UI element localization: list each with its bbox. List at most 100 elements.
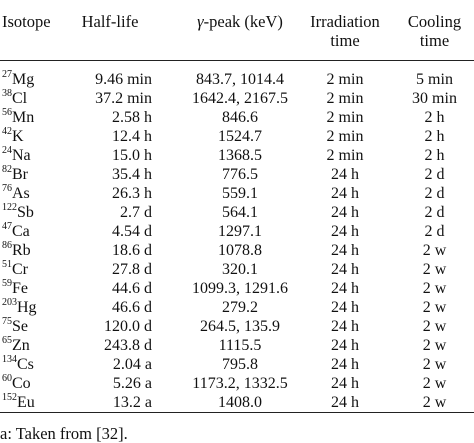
table-row: 56Mn 2.58 h 846.6 2 min 2 h	[0, 108, 474, 127]
mass-number: 76	[2, 183, 12, 194]
isotope-cell: 152Eu	[2, 393, 35, 412]
irradiation-cell: 24 h	[331, 280, 359, 297]
irradiation-cell: 24 h	[331, 299, 359, 316]
table-row: 134Cs 2.04 a 795.8 24 h 2 w	[0, 355, 474, 374]
element-symbol: Na	[12, 147, 31, 164]
gamma-peak-cell: 776.5	[222, 166, 258, 183]
gamma-peak-cell: 1297.1	[218, 223, 262, 240]
cooling-cell: 2 w	[422, 261, 447, 278]
irradiation-cell: 24 h	[331, 242, 359, 259]
isotope-cell: 122Sb	[2, 203, 34, 222]
element-symbol: Zn	[12, 337, 30, 354]
half-life-cell: 2.04 a	[112, 356, 152, 373]
header-gamma-peak: γ-peak (keV)	[180, 12, 300, 31]
cooling-cell: 2 h	[424, 109, 445, 126]
header-rule	[0, 60, 474, 61]
mass-number: 203	[2, 297, 17, 308]
cooling-cell: 2 d	[424, 204, 445, 221]
element-symbol: Rb	[12, 242, 31, 259]
irradiation-cell: 24 h	[331, 318, 359, 335]
irradiation-cell: 2 min	[326, 128, 364, 145]
half-life-cell: 12.4 h	[112, 128, 152, 145]
cooling-cell: 2 w	[422, 280, 447, 297]
isotope-cell: 51Cr	[2, 260, 28, 279]
cooling-cell: 2 w	[422, 337, 447, 354]
table-row: 27Mg 9.46 min 843.7, 1014.4 2 min 5 min	[0, 70, 474, 89]
gamma-peak-cell: 846.6	[222, 109, 258, 126]
element-symbol: Mg	[12, 71, 35, 88]
isotope-cell: 56Mn	[2, 108, 34, 127]
gamma-peak-label: -peak (keV)	[203, 12, 283, 31]
irradiation-cell: 24 h	[331, 337, 359, 354]
irradiation-cell: 2 min	[326, 90, 364, 107]
table-row: 75Se 120.0 d 264.5, 135.9 24 h 2 w	[0, 317, 474, 336]
isotope-cell: 75Se	[2, 317, 28, 336]
isotope-cell: 76As	[2, 184, 30, 203]
table-row: 203Hg 46.6 d 279.2 24 h 2 w	[0, 298, 474, 317]
footnote: a: Taken from [32].	[0, 424, 128, 443]
gamma-peak-cell: 843.7, 1014.4	[196, 71, 284, 88]
isotope-cell: 65Zn	[2, 336, 30, 355]
gamma-peak-cell: 795.8	[222, 356, 258, 373]
half-life-cell: 4.54 d	[112, 223, 152, 240]
half-life-cell: 2.7 d	[120, 204, 152, 221]
irradiation-cell: 2 min	[326, 71, 364, 88]
half-life-cell: 5.26 a	[112, 375, 152, 392]
irradiation-cell: 2 min	[326, 109, 364, 126]
irradiation-cell: 24 h	[331, 166, 359, 183]
mass-number: 75	[2, 316, 12, 327]
header-half-life: Half-life	[81, 12, 139, 31]
header-cooling-line2: time	[419, 31, 450, 50]
cooling-cell: 2 w	[422, 394, 447, 411]
cooling-cell: 2 d	[424, 223, 445, 240]
gamma-symbol: γ	[197, 12, 204, 31]
element-symbol: Mn	[12, 109, 35, 126]
isotope-cell: 47Ca	[2, 222, 30, 241]
table-row: 122Sb 2.7 d 564.1 24 h 2 d	[0, 203, 474, 222]
mass-number: 82	[2, 164, 12, 175]
gamma-peak-cell: 264.5, 135.9	[200, 318, 280, 335]
isotope-cell: 60Co	[2, 374, 31, 393]
element-symbol: Cl	[12, 90, 28, 107]
table-row: 60Co 5.26 a 1173.2, 1332.5 24 h 2 w	[0, 374, 474, 393]
cooling-cell: 2 w	[422, 375, 447, 392]
half-life-cell: 13.2 a	[112, 394, 152, 411]
cooling-cell: 2 w	[422, 242, 447, 259]
table-row: 51Cr 27.8 d 320.1 24 h 2 w	[0, 260, 474, 279]
half-life-cell: 2.58 h	[112, 109, 152, 126]
mass-number: 134	[2, 354, 17, 365]
header-cooling-time: Cooling time	[395, 12, 474, 50]
table-row: 152Eu 13.2 a 1408.0 24 h 2 w	[0, 393, 474, 412]
bottom-rule	[0, 412, 474, 413]
gamma-peak-cell: 564.1	[222, 204, 258, 221]
element-symbol: Br	[12, 166, 28, 183]
cooling-cell: 2 d	[424, 185, 445, 202]
gamma-peak-cell: 1173.2, 1332.5	[192, 375, 288, 392]
table-row: 47Ca 4.54 d 1297.1 24 h 2 d	[0, 222, 474, 241]
gamma-peak-cell: 1524.7	[218, 128, 262, 145]
isotope-cell: 42K	[2, 127, 24, 146]
isotope-cell: 82Br	[2, 165, 28, 184]
table-row: 38Cl 37.2 min 1642.4, 2167.5 2 min 30 min	[0, 89, 474, 108]
gamma-peak-cell: 1115.5	[218, 337, 262, 354]
isotope-cell: 134Cs	[2, 355, 34, 374]
gamma-peak-cell: 1642.4, 2167.5	[192, 90, 288, 107]
half-life-cell: 46.6 d	[112, 299, 152, 316]
half-life-cell: 27.8 d	[112, 261, 152, 278]
header-irradiation-line2: time	[330, 31, 360, 50]
element-symbol: K	[12, 128, 24, 145]
element-symbol: Se	[12, 318, 28, 335]
gamma-peak-cell: 320.1	[222, 261, 258, 278]
irradiation-cell: 24 h	[331, 185, 359, 202]
table-row: 24Na 15.0 h 1368.5 2 min 2 h	[0, 146, 474, 165]
mass-number: 152	[2, 392, 17, 403]
mass-number: 27	[2, 69, 12, 80]
table-row: 65Zn 243.8 d 1115.5 24 h 2 w	[0, 336, 474, 355]
gamma-peak-cell: 1408.0	[218, 394, 262, 411]
irradiation-cell: 24 h	[331, 204, 359, 221]
mass-number: 65	[2, 335, 12, 346]
element-symbol: Co	[12, 375, 31, 392]
cooling-cell: 2 h	[424, 147, 445, 164]
isotope-cell: 86Rb	[2, 241, 31, 260]
element-symbol: Cs	[17, 356, 34, 373]
